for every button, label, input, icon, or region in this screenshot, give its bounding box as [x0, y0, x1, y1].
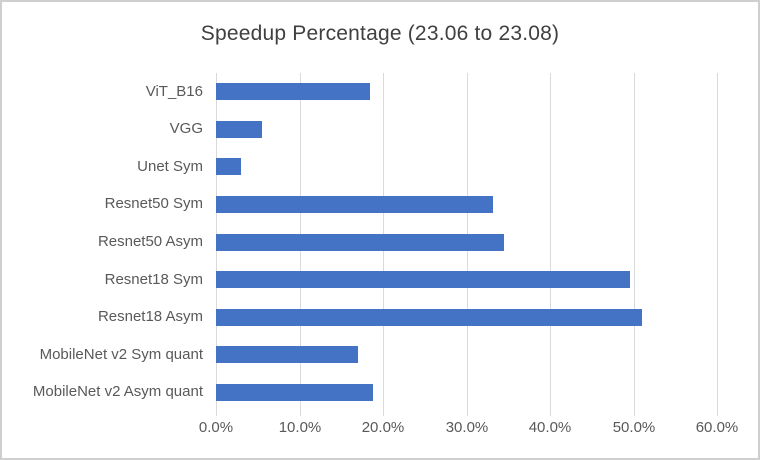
gridline	[717, 73, 718, 416]
category-label: MobileNet v2 Asym quant	[32, 383, 203, 400]
bar	[216, 196, 493, 213]
category-label: MobileNet v2 Sym quant	[39, 346, 203, 363]
x-tick-label: 60.0%	[695, 419, 739, 436]
bar	[216, 158, 241, 175]
x-tick-label: 0.0%	[198, 419, 234, 436]
x-tick-label: 50.0%	[612, 419, 656, 436]
bar	[216, 346, 358, 363]
category-label: Resnet50 Sym	[104, 195, 203, 212]
x-tick-label: 20.0%	[361, 419, 405, 436]
bar	[216, 271, 630, 288]
chart-title: Speedup Percentage (23.06 to 23.08)	[200, 22, 560, 45]
bar	[216, 384, 373, 401]
category-label: ViT_B16	[145, 83, 203, 100]
bar	[216, 121, 262, 138]
plot-area	[216, 73, 718, 416]
gridline	[550, 73, 551, 416]
x-tick-label: 40.0%	[528, 419, 572, 436]
bar	[216, 234, 504, 251]
bar	[216, 309, 642, 326]
x-tick-label: 10.0%	[278, 419, 322, 436]
category-label: Unet Sym	[137, 158, 203, 175]
category-label: Resnet18 Asym	[97, 308, 203, 325]
gridline	[634, 73, 635, 416]
x-tick-label: 30.0%	[445, 419, 489, 436]
bar	[216, 83, 370, 100]
category-label: Resnet50 Asym	[97, 233, 203, 250]
category-label: Resnet18 Sym	[104, 271, 203, 288]
category-label: VGG	[169, 120, 203, 137]
